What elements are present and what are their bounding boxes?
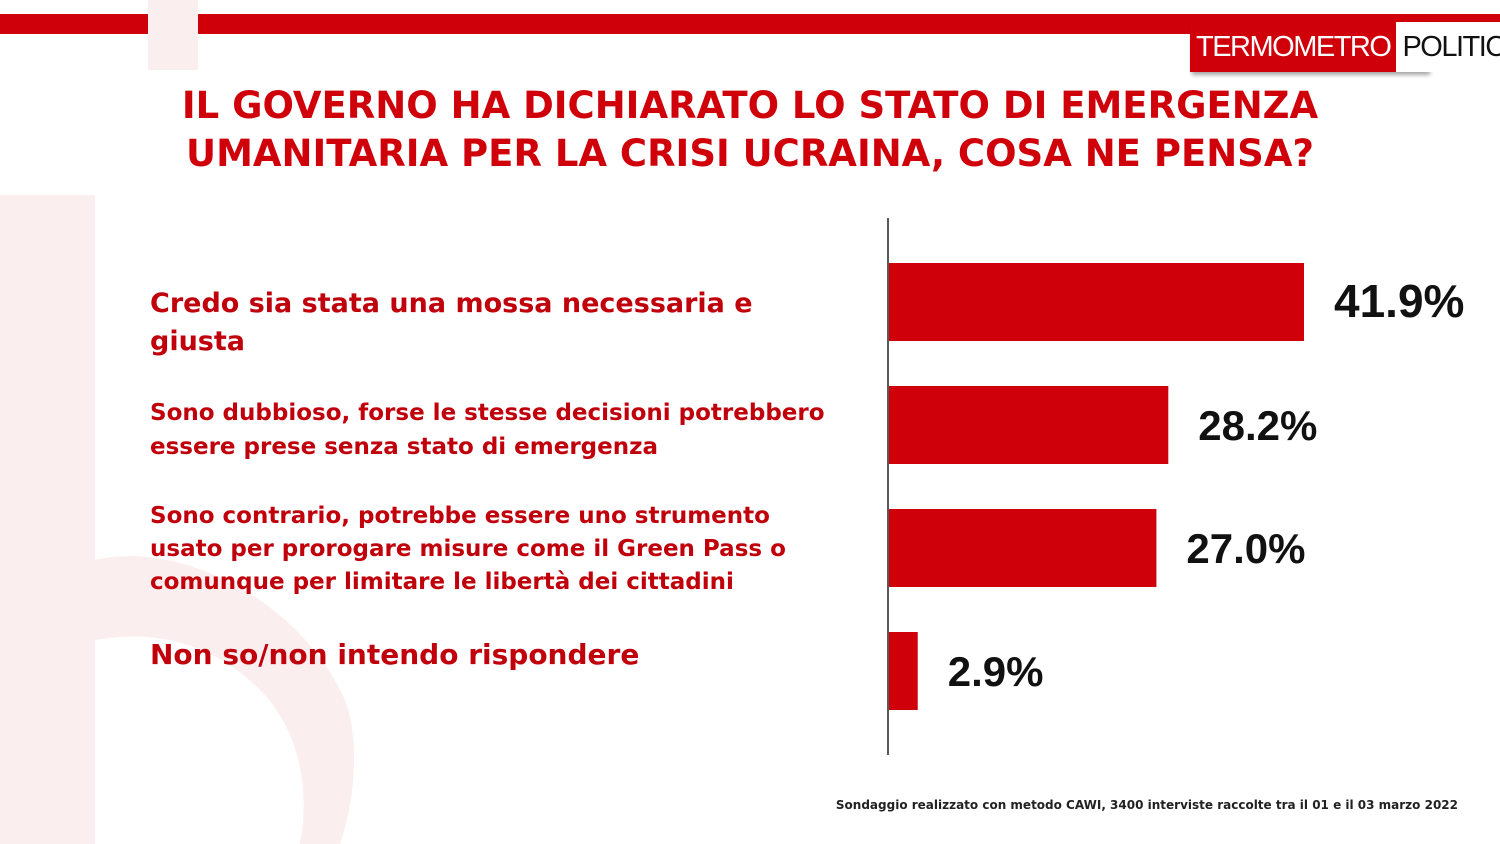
bar-2 bbox=[889, 386, 1169, 464]
category-label-2: Sono dubbioso, forse le stesse decisioni… bbox=[150, 396, 825, 464]
value-label-4: 2.9% bbox=[948, 648, 1044, 695]
category-label-4-line-1: Non so/non intendo rispondere bbox=[150, 638, 640, 671]
value-label-1: 41.9% bbox=[1334, 275, 1464, 327]
category-label-2-line-2: essere prese senza stato di emergenza bbox=[150, 434, 659, 460]
category-label-1-line-1: Credo sia stata una mossa necessaria e bbox=[150, 288, 753, 319]
category-label-3-line-1: Sono contrario, potrebbe essere uno stru… bbox=[150, 503, 770, 529]
category-label-1: Credo sia stata una mossa necessaria e g… bbox=[150, 285, 753, 361]
logo-part-termometro: TERMOMETRO bbox=[1190, 22, 1397, 72]
value-label-3: 27.0% bbox=[1186, 525, 1305, 572]
bar-3 bbox=[889, 509, 1157, 587]
value-label-2: 28.2% bbox=[1198, 402, 1317, 449]
footnote: Sondaggio realizzato con metodo CAWI, 34… bbox=[835, 798, 1458, 812]
bar-1 bbox=[889, 263, 1304, 341]
category-label-1-line-2: giusta bbox=[150, 326, 246, 357]
brand-logo: TERMOMETRO POLITICO bbox=[1190, 22, 1500, 72]
top-red-bar bbox=[0, 14, 1500, 34]
category-label-4: Non so/non intendo rispondere bbox=[150, 636, 639, 674]
title-line-2: UMANITARIA PER LA CRISI UCRAINA, COSA NE… bbox=[186, 132, 1314, 175]
watermark-bowl bbox=[95, 556, 355, 844]
category-label-3-line-2: usato per prorogare misure come il Green… bbox=[150, 536, 786, 562]
title-line-1: IL GOVERNO HA DICHIARATO LO STATO DI EME… bbox=[181, 84, 1319, 127]
category-label-2-line-1: Sono dubbioso, forse le stesse decisioni… bbox=[150, 400, 825, 426]
chart-title: IL GOVERNO HA DICHIARATO LO STATO DI EME… bbox=[60, 82, 1440, 178]
watermark-top bbox=[148, 0, 198, 70]
logo-part-politico: POLITICO bbox=[1396, 22, 1500, 72]
background-watermark bbox=[0, 0, 355, 844]
bar-4 bbox=[889, 632, 918, 710]
category-label-3-line-3: comunque per limitare le libertà dei cit… bbox=[150, 569, 734, 595]
watermark-stem bbox=[0, 195, 95, 844]
category-label-3: Sono contrario, potrebbe essere uno stru… bbox=[150, 500, 786, 599]
